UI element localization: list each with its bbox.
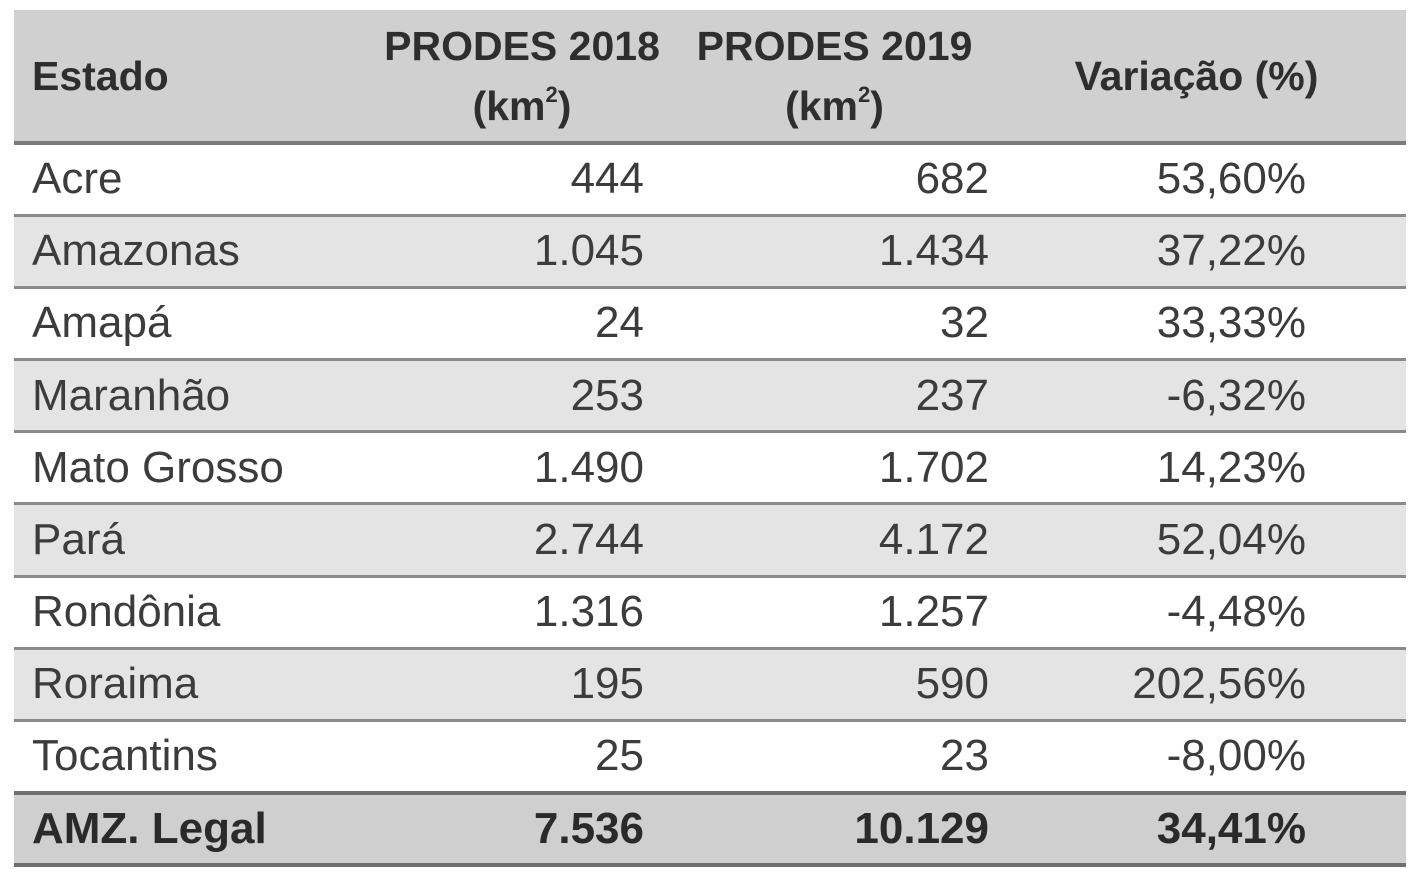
cell-variacao: -8,00% (1166, 731, 1306, 781)
cell-2019: 32 (940, 298, 989, 348)
table-row: Amapá 24 32 33,33% (14, 287, 1406, 360)
cell-2018: 253 (570, 370, 644, 420)
deforestation-table-container: Estado PRODES 2018 (km2) PRODES 2019 (km… (14, 10, 1406, 867)
table-row: Mato Grosso 1.490 1.702 14,23% (14, 432, 1406, 504)
header-estado: Estado (32, 52, 169, 99)
cell-2019: 1.702 (878, 442, 989, 492)
total-2019: 10.129 (854, 803, 989, 853)
cell-2019: 23 (940, 731, 989, 781)
cell-variacao: -4,48% (1166, 587, 1306, 637)
header-unit-2018: (km2) (472, 81, 572, 129)
cell-estado: Rondônia (32, 587, 221, 637)
cell-variacao: 14,23% (1156, 442, 1306, 492)
table-row: Tocantins 25 23 -8,00% (14, 721, 1406, 793)
total-2018: 7.536 (533, 803, 644, 853)
cell-estado: Mato Grosso (32, 442, 284, 492)
cell-2019: 4.172 (878, 515, 989, 565)
cell-2019: 1.434 (878, 226, 989, 276)
cell-estado: Acre (32, 154, 123, 204)
cell-estado: Amazonas (32, 226, 240, 276)
header-prodes-2018-label: PRODES 2018 (384, 22, 660, 69)
cell-estado: Pará (32, 515, 125, 565)
table-body: Acre 444 682 53,60% Amazonas 1.045 1.434… (14, 143, 1406, 865)
cell-2018: 24 (595, 298, 644, 348)
header-prodes-2019-label: PRODES 2019 (696, 22, 973, 69)
cell-variacao: 52,04% (1156, 515, 1306, 565)
header-row: Estado PRODES 2018 (km2) PRODES 2019 (km… (14, 10, 1406, 143)
total-row: AMZ. Legal 7.536 10.129 34,41% (14, 792, 1406, 865)
table-row: Roraima 195 590 202,56% (14, 648, 1406, 721)
cell-variacao: 33,33% (1156, 298, 1306, 348)
cell-2018: 1.316 (533, 587, 644, 637)
cell-2018: 195 (570, 659, 644, 709)
cell-estado: Roraima (32, 659, 199, 709)
cell-estado: Amapá (32, 298, 172, 348)
cell-variacao: -6,32% (1166, 370, 1306, 420)
cell-2019: 590 (915, 659, 989, 709)
header-unit-2019: (km2) (785, 81, 884, 129)
cell-variacao: 53,60% (1156, 154, 1306, 204)
cell-2019: 237 (915, 370, 989, 420)
cell-estado: Maranhão (32, 370, 231, 420)
cell-2018: 2.744 (533, 515, 644, 565)
cell-2018: 25 (595, 731, 644, 781)
table-row: Pará 2.744 4.172 52,04% (14, 503, 1406, 577)
header-prodes-2018: PRODES 2018 (km2) (382, 10, 662, 143)
table-row: Amazonas 1.045 1.434 37,22% (14, 215, 1406, 288)
table-row: Maranhão 253 237 -6,32% (14, 359, 1406, 432)
cell-2018: 1.045 (533, 226, 644, 276)
header-prodes-2019: PRODES 2019 (km2) (662, 10, 1007, 143)
cell-2019: 682 (915, 154, 989, 204)
cell-2018: 444 (570, 154, 644, 204)
cell-2018: 1.490 (533, 442, 644, 492)
header-variacao: Variação (%) (1074, 52, 1319, 99)
total-estado: AMZ. Legal (32, 803, 267, 853)
total-variacao: 34,41% (1156, 803, 1306, 853)
table-row: Acre 444 682 53,60% (14, 143, 1406, 216)
cell-variacao: 202,56% (1132, 659, 1306, 709)
cell-2019: 1.257 (878, 587, 989, 637)
table-row: Rondônia 1.316 1.257 -4,48% (14, 576, 1406, 649)
cell-estado: Tocantins (32, 731, 218, 781)
table-header: Estado PRODES 2018 (km2) PRODES 2019 (km… (14, 10, 1406, 143)
deforestation-table: Estado PRODES 2018 (km2) PRODES 2019 (km… (14, 10, 1406, 867)
cell-variacao: 37,22% (1156, 226, 1306, 276)
